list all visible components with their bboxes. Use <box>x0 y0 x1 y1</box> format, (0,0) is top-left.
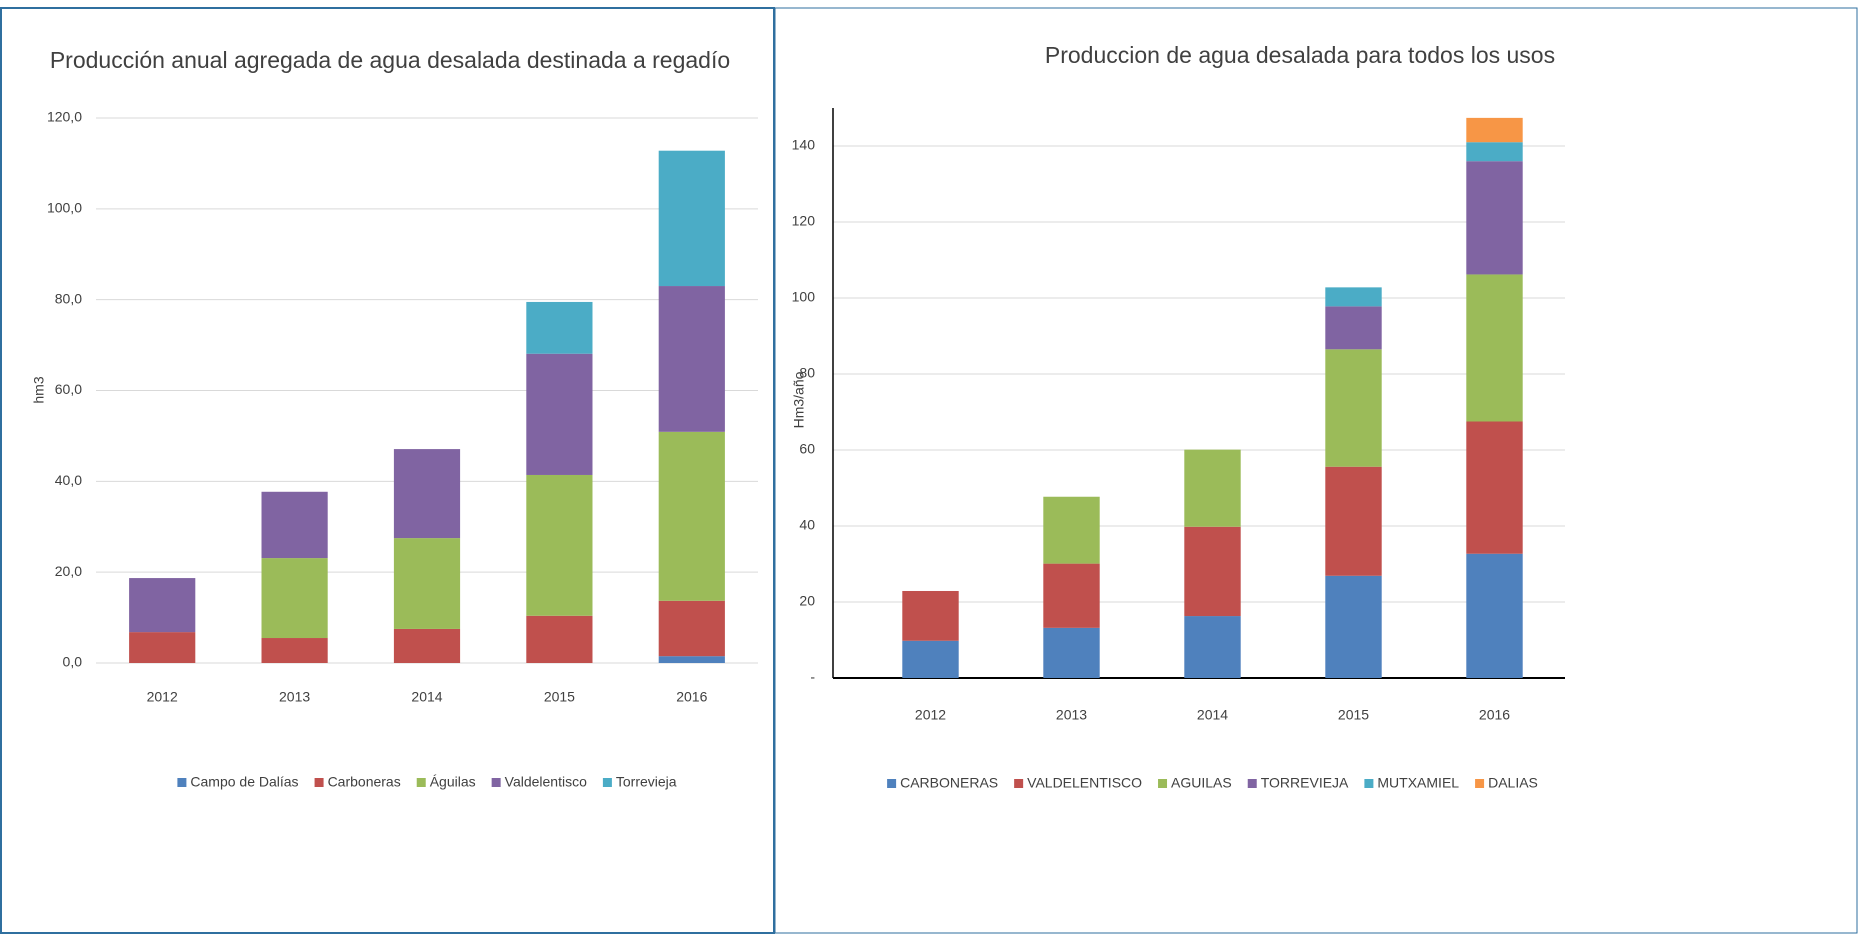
bar-segment <box>1043 496 1100 564</box>
chart-title: Producción anual agregada de agua desala… <box>50 47 730 73</box>
legend-swatch <box>1247 779 1257 788</box>
bar-segment <box>902 640 959 678</box>
y-tick-label: 20 <box>799 593 815 609</box>
bar-segment <box>261 558 328 639</box>
x-tick-label: 2016 <box>1479 707 1510 723</box>
bar-segment <box>526 353 593 475</box>
bar-segment <box>658 656 725 663</box>
y-tick-label: 100 <box>792 289 816 305</box>
y-tick-label: 80 <box>799 365 815 381</box>
y-tick-label: 80,0 <box>55 290 82 306</box>
legend-label: Campo de Dalías <box>190 774 298 790</box>
right-panel <box>774 7 1858 934</box>
legend-swatch <box>1475 779 1485 788</box>
legend-swatch <box>602 778 612 787</box>
y-tick-label: 60 <box>799 441 815 457</box>
x-tick-label: 2012 <box>915 707 946 723</box>
bar-segment <box>902 590 959 641</box>
bar-segment <box>1325 466 1382 576</box>
legend-label: AGUILAS <box>1171 775 1232 791</box>
y-tick-label: 120 <box>792 213 816 229</box>
bar-segment <box>1466 142 1523 162</box>
bar-segment <box>1325 349 1382 467</box>
bar-segment <box>393 538 461 629</box>
legend-label: Valdelentisco <box>505 774 587 790</box>
bar-segment <box>129 632 196 663</box>
legend-label: Águilas <box>430 774 476 790</box>
bar-segment <box>1184 449 1241 527</box>
legend-swatch <box>314 778 324 787</box>
bar-segment <box>1043 627 1100 678</box>
legend-label: DALIAS <box>1488 775 1538 791</box>
x-tick-label: 2013 <box>1056 707 1087 723</box>
y-tick-label: - <box>810 669 815 685</box>
legend-swatch <box>1158 779 1168 788</box>
bar-segment <box>658 286 725 432</box>
bar-segment <box>658 150 725 287</box>
legend-label: VALDELENTISCO <box>1027 775 1142 791</box>
legend-swatch <box>887 779 897 788</box>
left-panel <box>0 7 775 934</box>
y-tick-label: 40 <box>799 517 815 533</box>
y-tick-label: 0,0 <box>63 654 83 670</box>
y-tick-label: 120,0 <box>47 109 82 125</box>
bar-segment <box>1325 287 1382 307</box>
legend-label: CARBONERAS <box>900 775 998 791</box>
x-tick-label: 2014 <box>1197 707 1228 723</box>
bar-segment <box>1466 274 1523 422</box>
x-tick-label: 2015 <box>544 689 575 705</box>
y-tick-label: 140 <box>792 137 816 153</box>
x-tick-label: 2016 <box>676 689 707 705</box>
y-axis-label: Hm3/año <box>791 371 807 428</box>
legend-label: Carboneras <box>328 774 401 790</box>
bar-segment <box>1325 306 1382 350</box>
legend-label: MUTXAMIEL <box>1377 775 1459 791</box>
legend-label: TORREVIEJA <box>1261 775 1349 791</box>
x-tick-label: 2015 <box>1338 707 1369 723</box>
y-tick-label: 100,0 <box>47 200 82 216</box>
bar-segment <box>261 491 328 559</box>
bar-segment <box>1184 616 1241 678</box>
legend-swatch <box>416 778 426 787</box>
chart-title: Produccion de agua desalada para todos l… <box>1045 42 1555 68</box>
legend-swatch <box>1014 779 1024 788</box>
legend-swatch <box>491 778 501 787</box>
bar-segment <box>1043 563 1100 628</box>
bar-segment <box>393 628 461 663</box>
legend-swatch <box>1364 779 1374 788</box>
legend-label: Torrevieja <box>616 774 677 790</box>
y-tick-label: 60,0 <box>55 381 82 397</box>
bar-segment <box>526 615 593 663</box>
bar-segment <box>1466 421 1523 554</box>
y-tick-label: 20,0 <box>55 563 82 579</box>
bar-segment <box>261 638 328 663</box>
bar-segment <box>526 474 593 616</box>
legend-swatch <box>177 778 187 787</box>
bar-segment <box>1184 526 1241 617</box>
y-tick-label: 40,0 <box>55 472 82 488</box>
bar-segment <box>1325 575 1382 678</box>
bar-segment <box>393 449 461 539</box>
bar-segment <box>526 301 593 354</box>
x-tick-label: 2013 <box>279 689 310 705</box>
bar-segment <box>1466 161 1523 275</box>
bar-segment <box>658 600 725 657</box>
y-axis-label: hm3 <box>31 376 47 403</box>
x-tick-label: 2012 <box>147 689 178 705</box>
bar-segment <box>1466 553 1523 678</box>
bar-segment <box>129 578 196 633</box>
bar-segment <box>1466 117 1523 143</box>
bar-segment <box>658 431 725 601</box>
x-tick-label: 2014 <box>411 689 442 705</box>
